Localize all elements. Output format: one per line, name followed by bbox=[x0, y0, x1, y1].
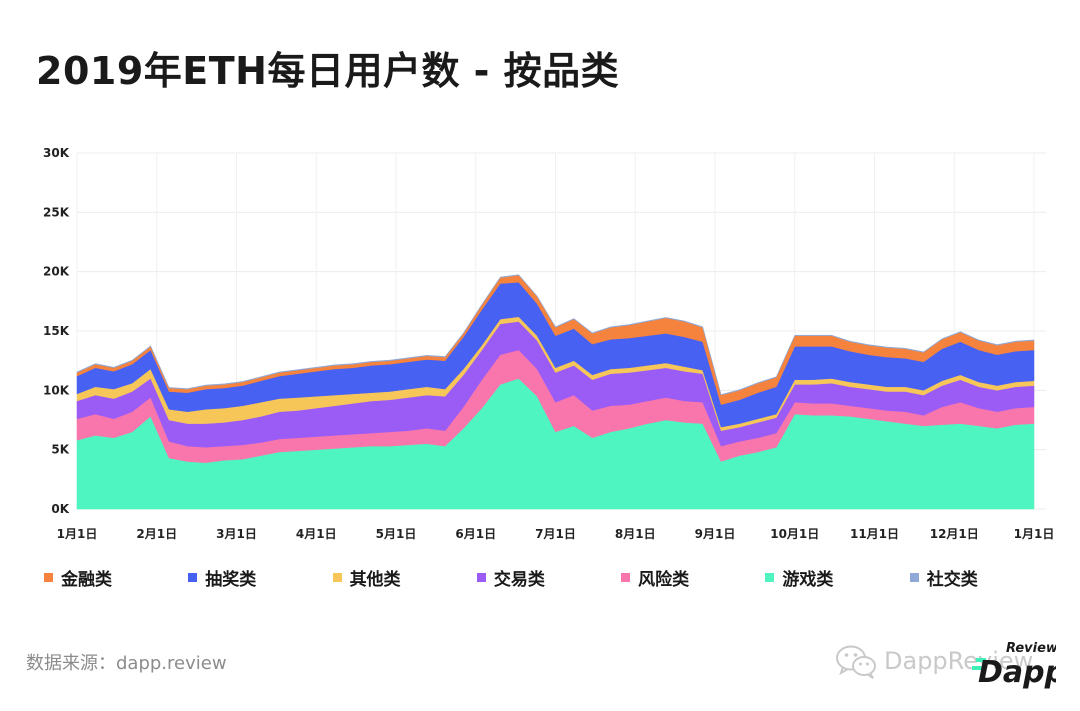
legend-label: 交易类 bbox=[493, 570, 545, 590]
x-tick-label: 6月1日 bbox=[455, 527, 496, 541]
y-axis: 0K 5K 10K 15K 20K 25K 30K bbox=[43, 146, 70, 516]
y-tick-label: 15K bbox=[43, 324, 70, 338]
x-tick-label: 5月1日 bbox=[376, 527, 417, 541]
legend-swatch bbox=[765, 573, 775, 582]
x-axis: 1月1日 2月1日 3月1日 4月1日 5月1日 6月1日 7月1日 8月1日 9月1日 10月1… bbox=[57, 527, 1055, 541]
x-tick-label: 1月1日 bbox=[1014, 527, 1055, 541]
x-tick-label: 1月1日 bbox=[57, 527, 98, 541]
legend-item: 社交类 bbox=[909, 565, 978, 590]
legend: 金融类 抽奖类 其他类 交易类 风险类 游戏类 社交类 bbox=[36, 565, 1046, 591]
area-series-社交类 bbox=[76, 274, 1035, 396]
x-tick-label: 4月1日 bbox=[296, 527, 337, 541]
dapp-review-logo: Review Dapp bbox=[972, 641, 1056, 690]
legend-item: 抽奖类 bbox=[188, 565, 256, 590]
x-tick-label: 8月1日 bbox=[615, 527, 656, 541]
legend-item: 其他类 bbox=[332, 565, 401, 590]
y-tick-label: 30K bbox=[43, 146, 70, 160]
legend-item: 交易类 bbox=[476, 565, 545, 590]
stacked-areas bbox=[76, 274, 1035, 510]
y-tick-label: 0K bbox=[51, 502, 69, 516]
legend-swatch bbox=[476, 573, 486, 582]
legend-swatch bbox=[909, 573, 919, 582]
watermark: DappReview bbox=[834, 641, 1033, 681]
x-tick-label: 9月1日 bbox=[695, 527, 736, 541]
legend-swatch bbox=[188, 573, 198, 582]
chart-title: 2019年ETH每日用户数 - 按品类 bbox=[36, 49, 620, 93]
legend-label: 抽奖类 bbox=[205, 570, 257, 590]
x-tick-label: 7月1日 bbox=[535, 527, 576, 541]
legend-label: 风险类 bbox=[638, 570, 690, 590]
legend-label: 社交类 bbox=[926, 570, 978, 590]
legend-label: 金融类 bbox=[61, 570, 112, 590]
legend-item: 风险类 bbox=[621, 565, 689, 590]
y-tick-label: 5K bbox=[51, 443, 69, 457]
legend-item: 金融类 bbox=[44, 565, 112, 590]
legend-label: 其他类 bbox=[349, 570, 401, 590]
logo-small-text: Review bbox=[1006, 641, 1056, 656]
wechat-icon bbox=[836, 645, 876, 679]
legend-swatch bbox=[332, 573, 342, 582]
x-tick-label: 10月1日 bbox=[770, 527, 819, 541]
x-tick-label: 2月1日 bbox=[136, 527, 177, 541]
x-tick-label: 11月1日 bbox=[850, 527, 899, 541]
legend-label: 游戏类 bbox=[782, 570, 834, 590]
x-tick-label: 12月1日 bbox=[930, 527, 979, 541]
legend-item: 游戏类 bbox=[765, 565, 833, 590]
y-tick-label: 25K bbox=[43, 205, 70, 219]
logo-big-text: Dapp bbox=[978, 655, 1056, 690]
watermark-text: DappReview bbox=[884, 647, 1034, 675]
x-tick-label: 3月1日 bbox=[216, 527, 257, 541]
data-source: 数据来源：dapp.review bbox=[26, 653, 227, 674]
legend-swatch bbox=[621, 573, 631, 582]
y-tick-label: 20K bbox=[43, 265, 70, 279]
y-tick-label: 10K bbox=[43, 383, 70, 397]
legend-swatch bbox=[44, 573, 53, 582]
